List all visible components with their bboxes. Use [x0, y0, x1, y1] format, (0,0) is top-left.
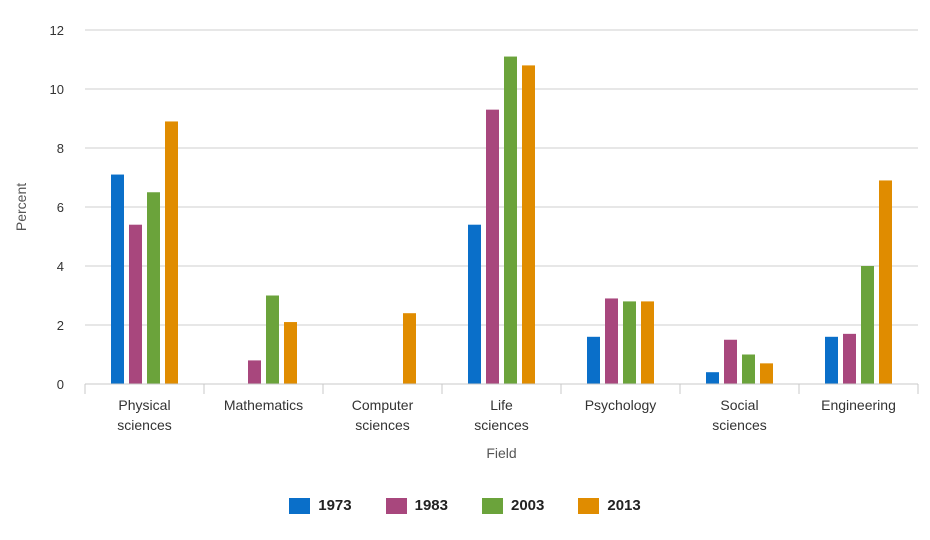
bar-chart: 0 2 4 6 8 10 12 Physical sciences Mathematics Com… [13, 23, 919, 461]
legend-label: 1983 [414, 497, 448, 514]
bar-2013 [760, 363, 773, 384]
bar-1973 [587, 336, 600, 384]
y-tick-label: 10 [50, 82, 64, 97]
legend-swatch [385, 497, 407, 514]
legend-label: 2013 [607, 497, 641, 514]
bar-2003 [742, 354, 755, 384]
bar-2003 [861, 266, 874, 384]
bar-1983 [248, 360, 261, 384]
y-tick-label: 6 [57, 200, 64, 215]
legend-item-1983[interactable]: 1983 [385, 497, 448, 514]
bar-2003 [266, 295, 279, 384]
bar-2013 [403, 313, 416, 384]
legend: 1973 1983 2003 2013 [0, 497, 930, 514]
legend-swatch [482, 497, 503, 514]
bar-2003 [147, 192, 160, 384]
gridlines [85, 29, 918, 326]
x-category-label: Social sciences [712, 397, 766, 433]
bars [111, 56, 892, 385]
bar-1983 [843, 333, 856, 384]
y-tick-label: 0 [57, 377, 64, 392]
y-tick-label: 2 [57, 318, 64, 333]
bar-1983 [129, 224, 142, 384]
x-axis-category-labels: Physical sciences Mathematics Computer scien… [117, 397, 896, 433]
x-category-label: Computer sciences [352, 397, 414, 433]
y-axis-title: Percent [13, 183, 29, 231]
bar-1983 [605, 298, 618, 384]
bar-1973 [706, 372, 719, 384]
legend-swatch [289, 497, 311, 514]
bar-1973 [468, 224, 481, 384]
y-tick-label: 4 [57, 259, 64, 274]
y-tick-label: 12 [50, 23, 64, 38]
x-axis-title: Field [486, 445, 516, 461]
x-category-label: Psychology [585, 397, 657, 413]
legend-item-2013[interactable]: 2013 [578, 497, 641, 514]
bar-2013 [879, 180, 892, 384]
bar-2013 [641, 301, 654, 384]
legend-item-2003[interactable]: 2003 [482, 497, 544, 514]
bar-1973 [111, 174, 124, 384]
bar-2013 [522, 65, 535, 385]
legend-swatch [578, 497, 600, 514]
bar-2013 [284, 322, 297, 384]
x-category-label: Life sciences [474, 397, 528, 433]
bar-1983 [724, 339, 737, 384]
legend-item-1973[interactable]: 1973 [289, 497, 352, 514]
x-category-label: Engineering [821, 397, 896, 413]
bar-1983 [486, 109, 499, 385]
legend-label: 1973 [318, 497, 352, 514]
x-axis [84, 383, 919, 394]
bar-2003 [623, 301, 636, 384]
bar-1973 [825, 336, 838, 384]
x-category-label: Mathematics [224, 397, 303, 413]
x-category-label: Physical sciences [117, 397, 171, 433]
legend-label: 2003 [511, 497, 545, 514]
bar-2013 [165, 121, 178, 384]
y-tick-label: 8 [57, 141, 64, 156]
bar-2003 [504, 56, 517, 385]
y-axis-ticks: 0 2 4 6 8 10 12 [50, 23, 64, 392]
